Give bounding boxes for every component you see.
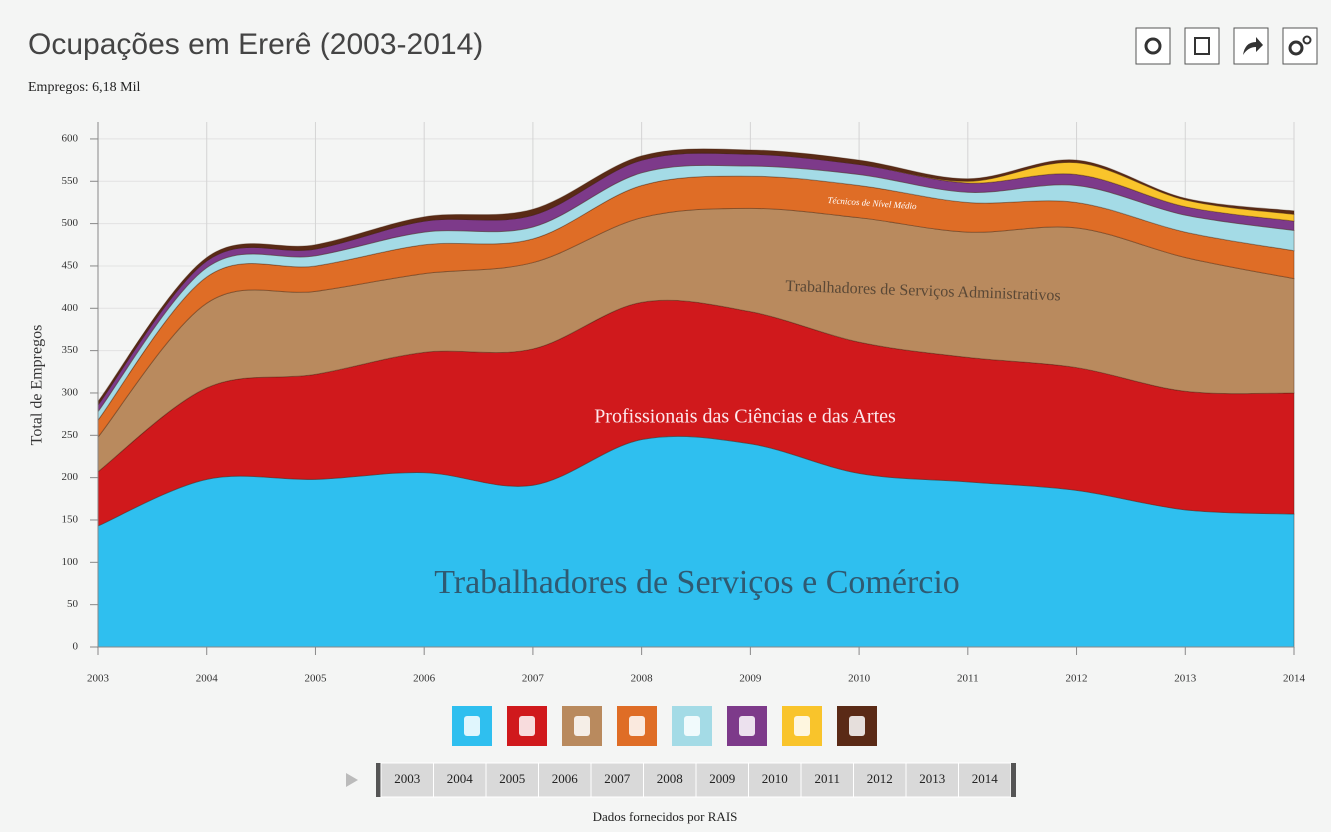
y-tick-label: 600 [62,132,79,144]
timeline-year[interactable] [748,762,802,798]
x-tick-label: 2011 [957,673,979,685]
y-tick-label: 200 [62,471,79,483]
legend-glyph [629,716,645,736]
timeline-year-label: 2006 [552,771,579,786]
area-label: Trabalhadores de Serviços e Comércio [434,564,960,601]
x-tick-label: 2005 [304,673,327,685]
y-tick-label: 400 [62,302,79,314]
legend-glyph [739,716,755,736]
x-tick-label: 2014 [1283,673,1306,685]
share-button[interactable] [1233,27,1269,65]
source-note: Dados fornecidos por RAIS [593,809,738,824]
x-tick-label: 2012 [1066,673,1088,685]
x-tick-label: 2009 [739,673,762,685]
timeline-year-label: 2013 [919,771,945,786]
timeline-year-label: 2011 [814,771,840,786]
timeline-handle [376,763,381,797]
legend-glyph [574,716,590,736]
timeline-year-label: 2014 [972,771,999,786]
refresh-button[interactable] [1135,27,1171,65]
legend-glyph [519,716,535,736]
timeline-year-label: 2007 [604,771,631,786]
timeline-year-label: 2005 [499,771,525,786]
timeline-year-label: 2012 [867,771,893,786]
y-tick-label: 450 [62,259,79,271]
y-tick-label: 500 [62,217,79,229]
settings-button[interactable] [1282,27,1318,65]
timeline-handle [1011,763,1016,797]
play-button[interactable] [346,773,358,787]
timeline-year[interactable] [958,762,1012,798]
x-tick-label: 2004 [196,673,219,685]
x-tick-label: 2003 [87,673,110,685]
timeline-year[interactable] [695,762,749,798]
legend-glyph [464,716,480,736]
toolbar [1135,27,1318,65]
y-tick-label: 50 [67,598,79,610]
y-tick-label: 550 [62,175,79,187]
save-button[interactable] [1184,27,1220,65]
timeline: 2003 2004 2005 2006 2007 2008 2009 2010 2011 2012… [346,762,1016,798]
y-tick-label: 0 [73,641,79,653]
timeline-year-label: 2003 [394,771,420,786]
y-tick-label: 100 [62,556,79,568]
timeline-year-label: 2010 [762,771,788,786]
y-tick-label: 300 [62,386,79,398]
area-label: Profissionais das Ciências e das Artes [594,406,896,428]
legend-glyph [794,716,810,736]
y-axis-label: Total de Empregos [29,325,46,446]
chart-subtitle: Empregos: 6,18 Mil [28,80,140,95]
timeline-year[interactable] [380,762,434,798]
x-tick-label: 2006 [413,673,436,685]
timeline-year-label: 2008 [657,771,683,786]
chart-title: Ocupações em Ererê (2003-2014) [28,28,483,61]
area [97,148,1295,407]
y-tick-label: 150 [62,514,79,526]
y-tick-label: 350 [62,344,79,356]
legend-glyph [849,716,865,736]
x-tick-label: 2010 [848,673,871,685]
timeline-year[interactable] [905,762,959,798]
timeline-year-label: 2009 [709,771,735,786]
x-tick-label: 2007 [522,673,545,685]
timeline-year-label: 2004 [447,771,474,786]
x-tick-label: 2008 [631,673,654,685]
legend-glyph [684,716,700,736]
timeline-year[interactable] [800,762,854,798]
x-tick-label: 2013 [1174,673,1197,685]
y-tick-label: 250 [62,429,79,441]
